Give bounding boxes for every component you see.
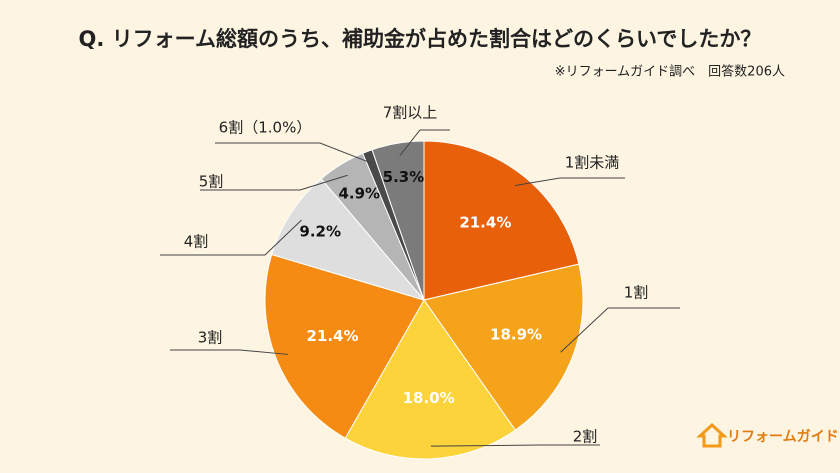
leader-line [160, 219, 302, 256]
leader-line [514, 177, 625, 186]
leader-line [170, 349, 289, 355]
category-label: 1割 [624, 284, 649, 302]
category-label: 4割 [184, 233, 209, 251]
leader-line [399, 129, 450, 157]
category-label: 1割未満 [565, 154, 620, 172]
value-label: 21.4% [306, 327, 358, 345]
value-label: 5.3% [383, 168, 425, 186]
value-label: 21.4% [459, 213, 511, 231]
category-label: 7割以上 [383, 104, 438, 122]
value-label: 4.9% [338, 185, 380, 203]
leader-line [560, 307, 680, 353]
leader-line [430, 444, 600, 447]
value-label: 18.0% [403, 389, 455, 407]
brand-name: リフォームガイド [727, 429, 839, 445]
leader-line [200, 174, 348, 191]
pie-slice [271, 177, 426, 301]
brand-logo: リフォームガイド [696, 422, 839, 448]
pie-slice [344, 299, 517, 460]
category-label: 5割 [199, 173, 224, 191]
category-label: 3割 [198, 329, 223, 347]
category-label: 6割（1.0%） [219, 119, 312, 137]
pie-slice [264, 253, 425, 439]
value-label: 9.2% [299, 223, 341, 241]
house-icon [696, 422, 728, 448]
leader-line [215, 142, 373, 164]
pie-slice [423, 263, 584, 431]
value-label: 18.9% [490, 326, 542, 344]
category-label: 2割 [573, 428, 598, 446]
chart-title: Q. リフォーム総額のうち、補助金が占めた割合はどのくらいでしたか？ [79, 27, 762, 51]
pie-slice [371, 140, 425, 301]
chart-subtitle: ※リフォームガイド調べ 回答数206人 [555, 64, 785, 80]
pie-slice [423, 140, 580, 301]
